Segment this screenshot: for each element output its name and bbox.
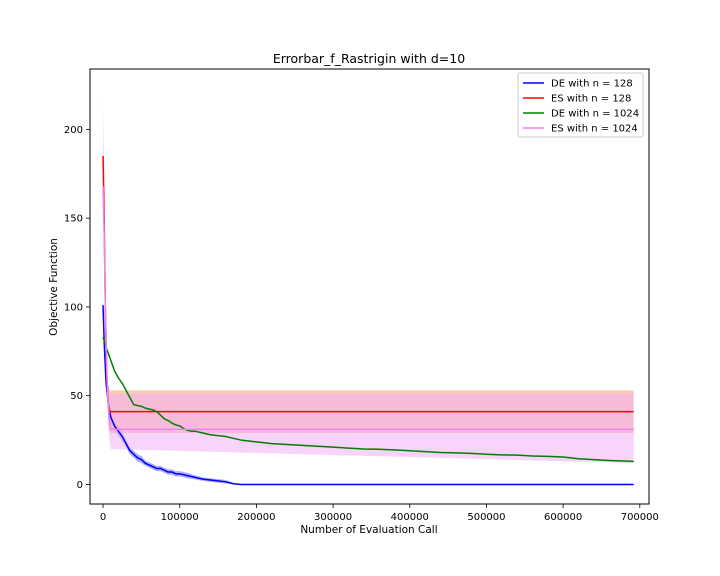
y-tick-label: 0 <box>77 480 83 491</box>
legend-item-es-with-n-1024: ES with n = 1024 <box>523 124 638 135</box>
series-lines <box>102 155 634 486</box>
y-tick-label: 200 <box>64 125 83 136</box>
error-band-de-with-n-128 <box>103 299 634 485</box>
error-bands <box>103 102 634 485</box>
legend-label: DE with n = 1024 <box>551 109 639 120</box>
x-tick-label: 400000 <box>391 512 429 523</box>
series-line-es-with-n-1024 <box>102 186 634 431</box>
x-tick-label: 0 <box>100 512 106 523</box>
y-tick-label: 100 <box>64 302 83 313</box>
x-axis-label: Number of Evaluation Call <box>300 524 437 536</box>
x-tick-label: 700000 <box>621 512 659 523</box>
x-tick-label: 100000 <box>161 512 199 523</box>
x-tick-label: 300000 <box>314 512 352 523</box>
legend-item-de-with-n-128: DE with n = 128 <box>523 79 633 90</box>
x-tick-label: 200000 <box>237 512 275 523</box>
legend-item-es-with-n-128: ES with n = 128 <box>523 94 631 105</box>
x-tick-label: 600000 <box>544 512 582 523</box>
y-axis-label: Objective Function <box>48 238 60 336</box>
series-line-de-with-n-1024 <box>102 336 634 463</box>
y-tick-label: 150 <box>64 214 83 225</box>
x-tick-label: 500000 <box>467 512 505 523</box>
error-band-es-with-n-1024 <box>103 102 634 464</box>
plot-area <box>102 102 634 486</box>
x-axis: 0 100000 200000 300000 400000 500000 600000 700… <box>100 504 659 523</box>
series-line-de-with-n-128 <box>102 305 634 486</box>
legend-label: DE with n = 128 <box>551 79 633 90</box>
chart-title: Errorbar_f_Rastrigin with d=10 <box>273 51 465 66</box>
axes-frame <box>89 68 650 505</box>
y-axis: 0 50 100 150 200 <box>64 125 90 491</box>
y-tick-label: 50 <box>70 391 83 402</box>
legend-label: ES with n = 1024 <box>551 124 638 135</box>
legend-box <box>517 72 644 138</box>
legend: DE with n = 128 ES with n = 128 DE with n … <box>517 72 644 138</box>
legend-label: ES with n = 128 <box>551 94 631 105</box>
legend-item-de-with-n-1024: DE with n = 1024 <box>523 109 639 120</box>
